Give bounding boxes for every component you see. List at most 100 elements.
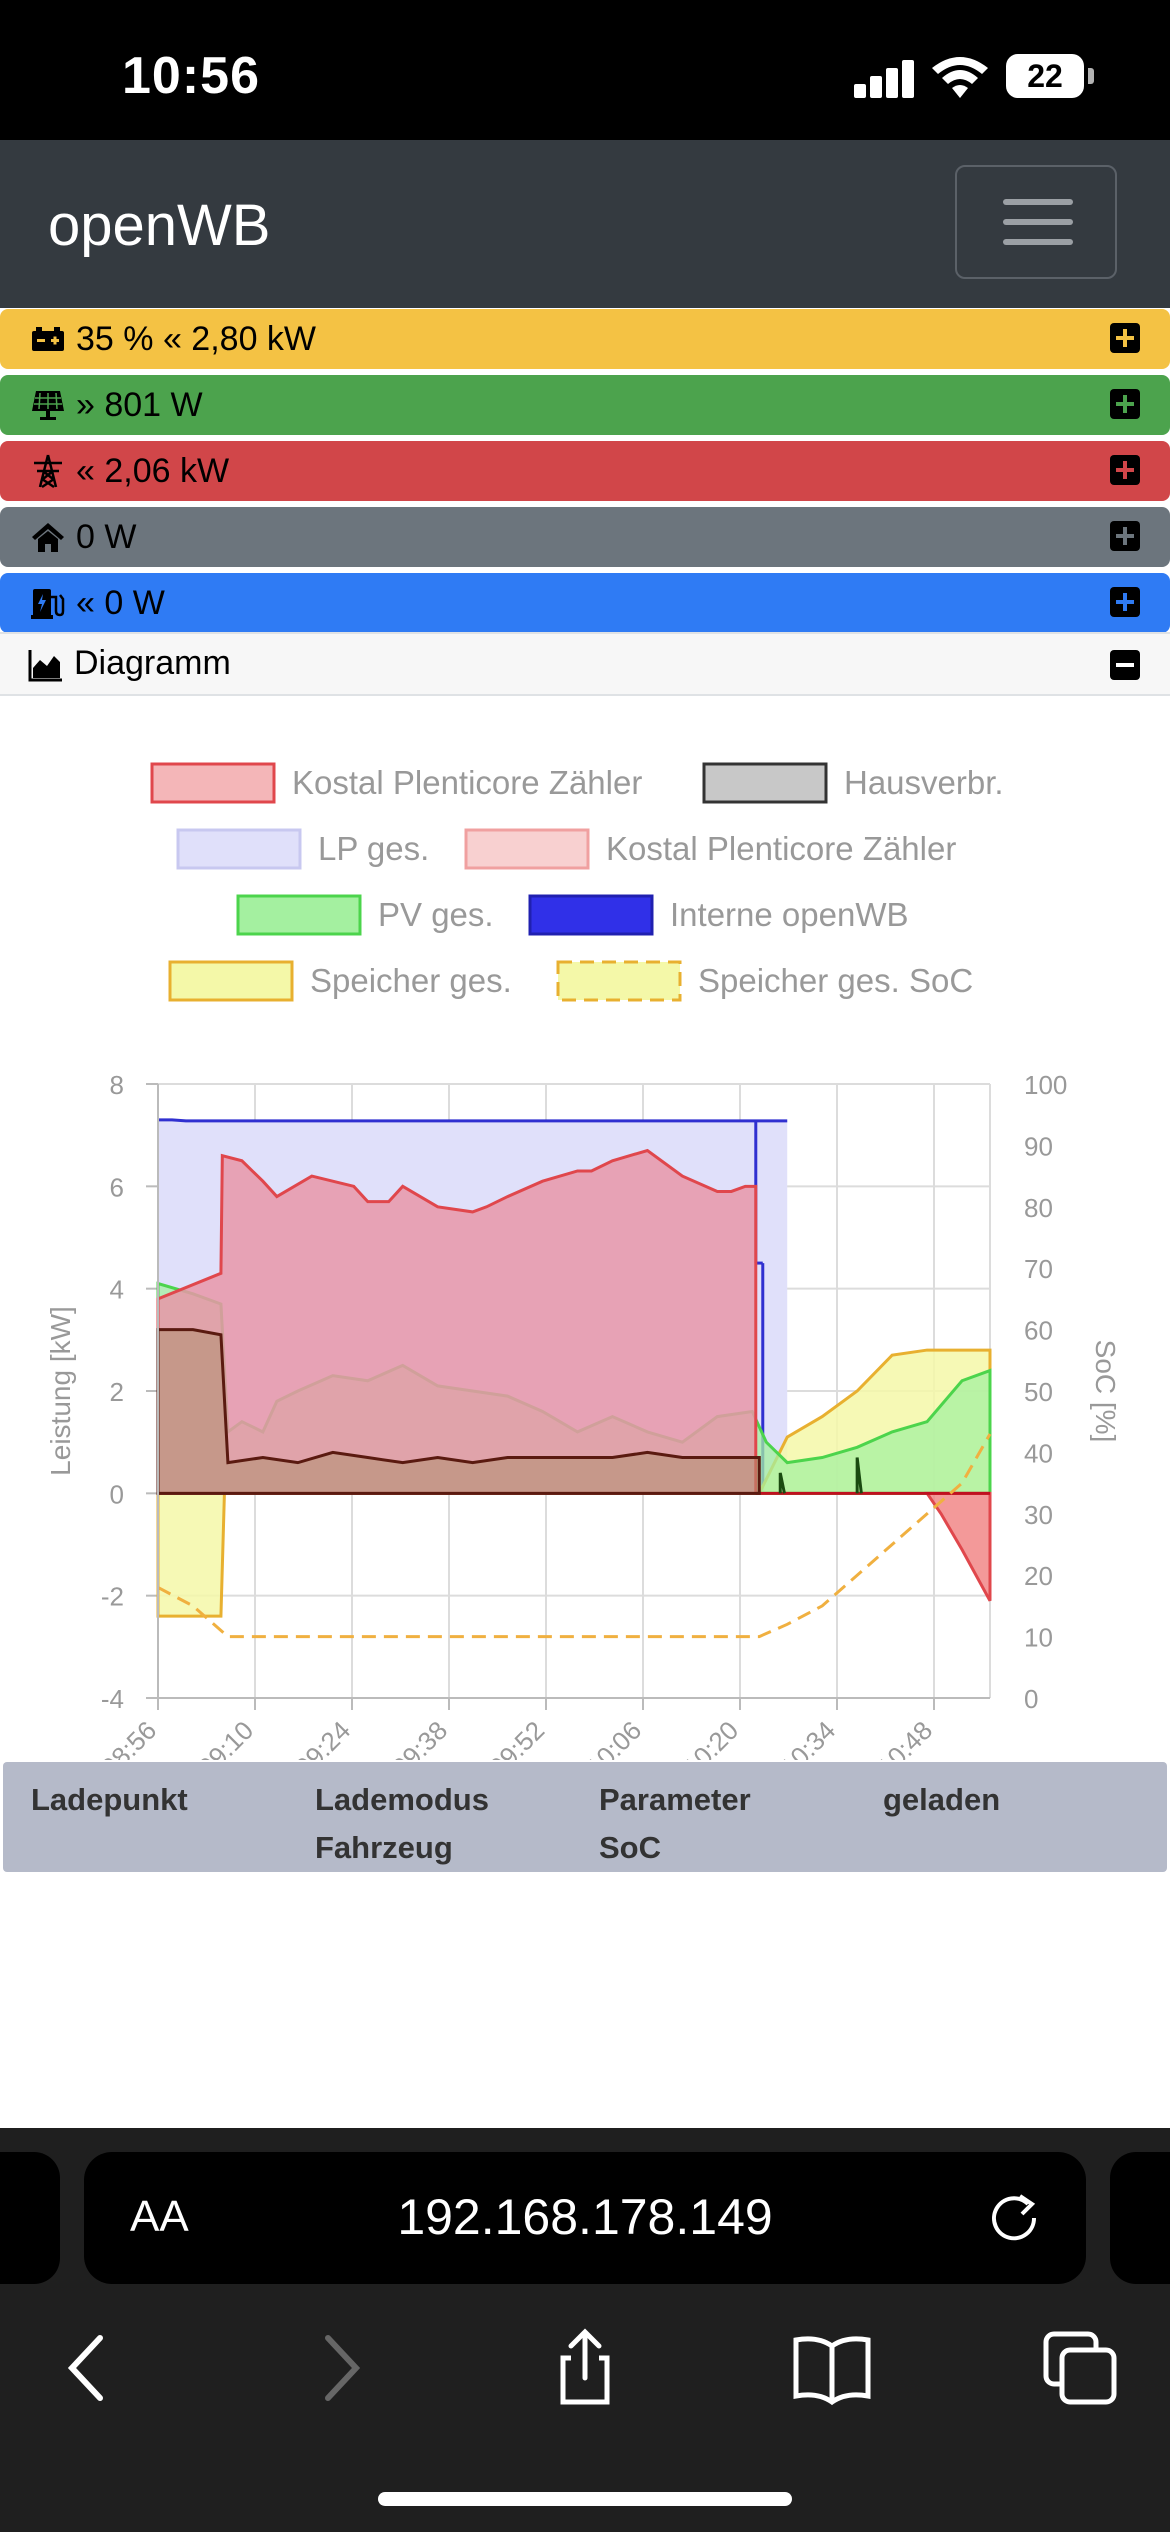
th-lademodus: Lademodus Fahrzeug — [315, 1782, 489, 1865]
series-kostal-area — [156, 1148, 758, 1495]
row-ladepunkt-text: « 0 W — [76, 584, 165, 622]
legend-swatch — [702, 762, 828, 804]
y-tick-label: 4 — [110, 1275, 124, 1305]
y2-tick-label: 100 — [1024, 1070, 1067, 1100]
legend-label: Speicher ges. — [310, 962, 512, 999]
power-chart[interactable]: Kostal Plenticore Zähler Hausverbr. LP ges… — [0, 696, 1170, 1760]
area-chart-icon — [28, 650, 62, 682]
series-kostal-export-area — [924, 1491, 992, 1602]
battery-icon — [32, 327, 64, 351]
back-icon[interactable] — [48, 2328, 128, 2408]
legend-swatch — [150, 762, 276, 804]
row-haus-text: 0 W — [76, 518, 137, 556]
next-tab-preview[interactable] — [1110, 2152, 1170, 2284]
share-icon[interactable] — [545, 2328, 625, 2408]
th-ladepunkt: Ladepunkt — [31, 1782, 188, 1817]
y-tick-label: 8 — [110, 1070, 124, 1100]
x-tick-label: 10:34 — [774, 1715, 841, 1760]
chart-header[interactable]: Diagramm — [0, 634, 1170, 696]
legend-label: Kostal Plenticore Zähler — [292, 764, 642, 801]
previous-tab-preview[interactable] — [0, 2152, 60, 2284]
y2-tick-label: 90 — [1024, 1131, 1053, 1161]
reader-settings-button[interactable]: AA — [130, 2192, 189, 2241]
row-speicher-text: 35 % « 2,80 kW — [76, 320, 317, 358]
legend-label: Hausverbr. — [844, 764, 1004, 801]
legend-swatch — [236, 894, 362, 936]
legend-label: Kostal Plenticore Zähler — [606, 830, 956, 867]
x-tick-label: 09:52 — [483, 1715, 550, 1760]
legend-swatch — [556, 960, 682, 1002]
row-evu[interactable]: « 2,06 kW — [0, 441, 1170, 501]
th-parameter: Parameter SoC — [599, 1782, 751, 1865]
x-tick-label: 10:48 — [871, 1715, 938, 1760]
home-icon — [32, 523, 64, 552]
navbar: openWB — [0, 140, 1170, 308]
expand-haus-button[interactable] — [1110, 521, 1140, 551]
y2-tick-label: 30 — [1024, 1500, 1053, 1530]
y-tick-label: -4 — [101, 1684, 124, 1714]
row-haus[interactable]: 0 W — [0, 507, 1170, 567]
menu-toggle-button[interactable] — [955, 165, 1117, 279]
wifi-icon — [932, 57, 988, 98]
battery-tip — [1088, 68, 1094, 84]
forward-icon[interactable] — [300, 2328, 380, 2408]
legend-swatch — [464, 828, 590, 870]
browser-toolbar: AA 192.168.178.149 — [0, 2128, 1170, 2532]
x-tick-label: 10:06 — [580, 1715, 647, 1760]
legend-label: Speicher ges. SoC — [698, 962, 973, 999]
y2-tick-label: 70 — [1024, 1254, 1053, 1284]
y2-tick-label: 40 — [1024, 1438, 1053, 1468]
legend-label: PV ges. — [378, 896, 494, 933]
row-evu-text: « 2,06 kW — [76, 452, 230, 490]
collapse-chart-button[interactable] — [1110, 650, 1140, 680]
legend-swatch — [168, 960, 294, 1002]
y-tick-label: -2 — [101, 1582, 124, 1612]
expand-evu-button[interactable] — [1110, 455, 1140, 485]
power-pylon-icon — [34, 454, 62, 489]
expand-speicher-button[interactable] — [1110, 323, 1140, 353]
row-speicher[interactable]: 35 % « 2,80 kW — [0, 309, 1170, 369]
row-ladepunkt[interactable]: « 0 W — [0, 573, 1170, 633]
series-soc-line — [157, 1433, 992, 1639]
series-hausverbr-area — [156, 1328, 761, 1495]
ladepunkt-table-header: Ladepunkt Lademodus Fahrzeug Parameter SoC… — [3, 1762, 1167, 1872]
y-tick-label: 6 — [110, 1172, 124, 1202]
series-hausverbr-spikes — [778, 1457, 863, 1494]
expand-ladepunkt-button[interactable] — [1110, 587, 1140, 617]
address-bar[interactable]: AA 192.168.178.149 — [84, 2152, 1086, 2284]
status-time: 10:56 — [122, 47, 260, 105]
url-text[interactable]: 192.168.178.149 — [397, 2189, 773, 2245]
y2-tick-label: 10 — [1024, 1623, 1053, 1653]
expand-pv-button[interactable] — [1110, 389, 1140, 419]
charging-station-icon — [31, 589, 65, 619]
x-tick-label: 09:24 — [289, 1715, 356, 1760]
x-tick-label: 10:20 — [677, 1715, 744, 1760]
battery-indicator: 22 — [1006, 54, 1084, 98]
y2-tick-label: 0 — [1024, 1684, 1038, 1714]
y2-tick-label: 80 — [1024, 1193, 1053, 1223]
x-tick-label: 09:10 — [192, 1715, 259, 1760]
chart-title: Diagramm — [74, 644, 231, 682]
bookmarks-icon[interactable] — [792, 2328, 872, 2408]
y2-tick-label: 20 — [1024, 1561, 1053, 1591]
row-pv-text: » 801 W — [76, 386, 203, 424]
x-tick-label: 08:56 — [95, 1715, 162, 1760]
legend-label: LP ges. — [318, 830, 429, 867]
series-interne-openwb-line — [158, 1118, 788, 1123]
solar-panel-icon — [32, 391, 64, 420]
tabs-icon[interactable] — [1040, 2328, 1120, 2408]
chart-card: Diagramm Kostal Plenticore Zähler Hausver… — [0, 632, 1170, 1760]
legend-swatch — [176, 828, 302, 870]
y2-tick-label: 60 — [1024, 1316, 1053, 1346]
y2-tick-label: 50 — [1024, 1377, 1053, 1407]
cellular-signal-icon — [854, 58, 914, 98]
y-axis-title: Leistung [kW] — [45, 1306, 76, 1476]
row-pv[interactable]: » 801 W — [0, 375, 1170, 435]
y-tick-label: 2 — [110, 1377, 124, 1407]
status-bar: 10:56 22 — [0, 0, 1170, 140]
home-indicator — [378, 2492, 792, 2506]
brand-title[interactable]: openWB — [48, 193, 271, 258]
y-tick-label: 0 — [110, 1479, 124, 1509]
legend-label: Interne openWB — [670, 896, 908, 933]
reload-icon[interactable] — [984, 2188, 1044, 2248]
